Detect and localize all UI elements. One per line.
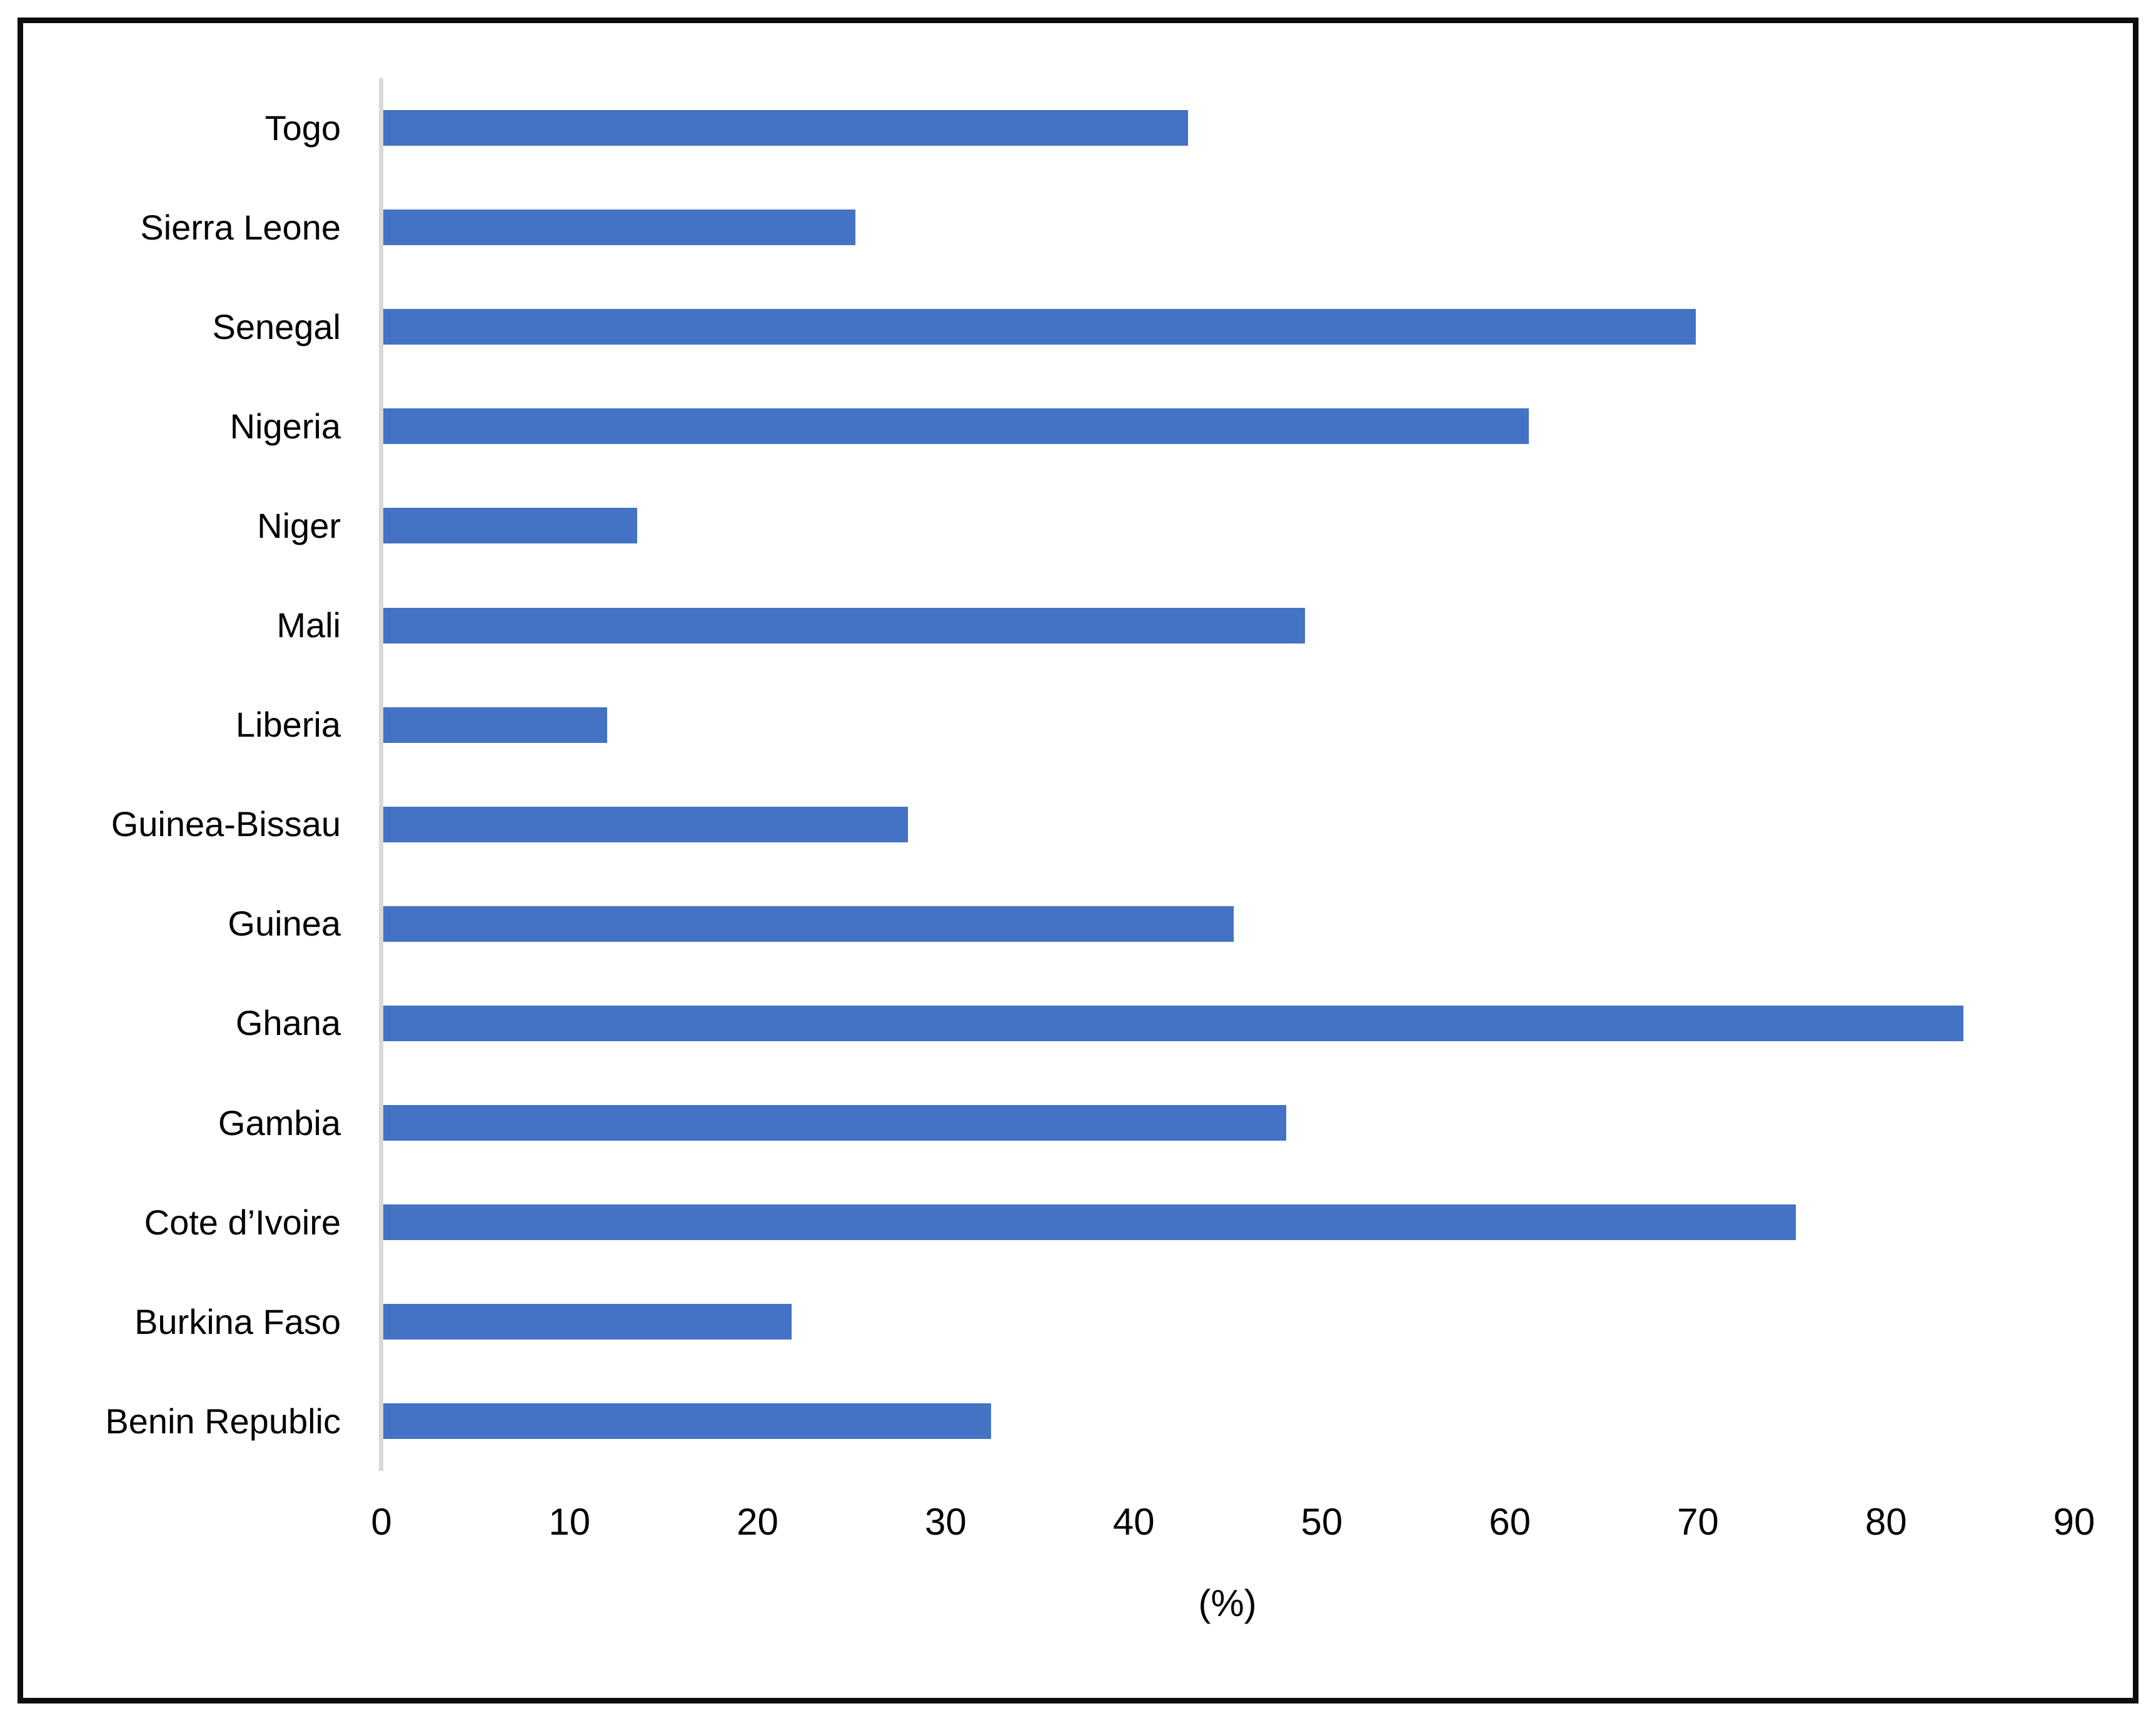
category-label: Liberia bbox=[235, 705, 341, 745]
chart-frame bbox=[18, 18, 2138, 1703]
category-label: Mali bbox=[276, 605, 341, 645]
bar bbox=[383, 408, 1529, 445]
bar bbox=[383, 607, 1305, 643]
x-tick-label: 10 bbox=[548, 1501, 591, 1543]
category-label: Niger bbox=[257, 505, 341, 545]
x-tick-label: 30 bbox=[924, 1501, 967, 1543]
bar bbox=[383, 707, 607, 743]
bar bbox=[383, 209, 855, 246]
bar bbox=[383, 1204, 1796, 1241]
x-tick-label: 80 bbox=[1865, 1501, 1907, 1543]
category-label: Ghana bbox=[235, 1003, 341, 1043]
bar bbox=[383, 1105, 1286, 1141]
category-label: Cote d’Ivoire bbox=[144, 1202, 341, 1242]
category-label: Gambia bbox=[218, 1103, 341, 1143]
category-label: Nigeria bbox=[229, 406, 341, 446]
bar bbox=[383, 508, 637, 544]
bar bbox=[383, 110, 1188, 146]
category-label: Guinea bbox=[228, 904, 341, 944]
bar bbox=[383, 1005, 1963, 1041]
category-label: Benin Republic bbox=[105, 1401, 341, 1441]
x-tick-label: 70 bbox=[1677, 1501, 1719, 1543]
x-tick-label: 20 bbox=[737, 1501, 778, 1543]
bar bbox=[383, 806, 908, 842]
category-label: Togo bbox=[264, 108, 341, 148]
bar bbox=[383, 906, 1234, 942]
bar bbox=[383, 1304, 792, 1340]
category-label: Sierra Leone bbox=[140, 207, 341, 247]
x-tick-label: 50 bbox=[1301, 1501, 1343, 1543]
x-tick-label: 40 bbox=[1112, 1501, 1155, 1543]
category-label: Senegal bbox=[212, 306, 341, 346]
x-tick-label: 60 bbox=[1489, 1501, 1531, 1543]
bar bbox=[383, 1403, 991, 1440]
bar bbox=[383, 309, 1696, 345]
category-label: Guinea-Bissau bbox=[111, 804, 341, 844]
x-axis-unit-label: (%) bbox=[1198, 1582, 1257, 1624]
x-tick-label: 0 bbox=[371, 1501, 392, 1543]
y-axis-line bbox=[379, 78, 383, 1471]
category-label: Burkina Faso bbox=[134, 1301, 341, 1341]
x-tick-label: 90 bbox=[2053, 1501, 2095, 1543]
